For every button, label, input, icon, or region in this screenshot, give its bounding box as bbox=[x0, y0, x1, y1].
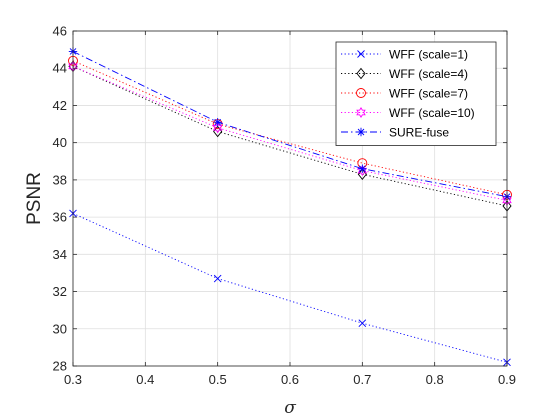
x-tick-label: 0.9 bbox=[498, 372, 516, 387]
data-point-marker bbox=[213, 117, 222, 127]
y-tick-label: 36 bbox=[53, 210, 67, 225]
y-tick-label: 34 bbox=[53, 247, 67, 262]
legend-swatch-marker bbox=[356, 67, 366, 80]
y-tick-label: 40 bbox=[53, 135, 67, 150]
x-tick-label: 0.4 bbox=[136, 372, 154, 387]
y-axis-label: PSNR bbox=[24, 172, 45, 225]
y-tick-label: 44 bbox=[53, 61, 67, 76]
data-point-marker bbox=[358, 319, 367, 328]
series-line-3 bbox=[72, 60, 508, 196]
data-point-marker bbox=[213, 274, 222, 283]
legend-swatch-marker bbox=[356, 127, 366, 137]
legend: WFF (scale=1) WFF (scale=4) WFF (scale=7) W… bbox=[335, 41, 497, 146]
x-tick-label: 0.6 bbox=[281, 372, 299, 387]
y-tick-label: 46 bbox=[53, 24, 67, 39]
x-axis-label: σ bbox=[284, 398, 296, 418]
legend-label: WFF (scale=1) bbox=[389, 47, 468, 61]
series-line-4 bbox=[72, 65, 508, 201]
legend-label: WFF (scale=10) bbox=[389, 106, 475, 120]
legend-item: WFF (scale=10) bbox=[341, 106, 475, 120]
legend-item: WFF (scale=7) bbox=[341, 86, 468, 100]
x-tick-label: 0.8 bbox=[426, 372, 444, 387]
x-tick-label: 0.7 bbox=[353, 372, 371, 387]
series-line-2 bbox=[72, 65, 508, 207]
data-point-marker bbox=[358, 164, 367, 173]
y-tick-label: 38 bbox=[53, 172, 67, 187]
axis-ticks: 0.3 0.4 0.5 0.6 0.7 0.8 0.9 28 30 32 34 36 38 40 42 44 4… bbox=[53, 24, 517, 388]
series-line-5 bbox=[72, 51, 508, 198]
legend-item: WFF (scale=1) bbox=[341, 47, 468, 61]
series-line-1 bbox=[72, 212, 508, 363]
legend-swatch-marker bbox=[357, 50, 365, 58]
legend-item: WFF (scale=4) bbox=[341, 67, 468, 81]
y-tick-label: 42 bbox=[53, 98, 67, 113]
x-tick-label: 0.3 bbox=[64, 372, 82, 387]
legend-label: SURE-fuse bbox=[389, 125, 449, 139]
legend-swatch-marker bbox=[356, 107, 366, 118]
data-point-marker bbox=[212, 122, 223, 134]
legend-label: WFF (scale=7) bbox=[389, 86, 468, 100]
legend-item: SURE-fuse bbox=[341, 125, 449, 139]
legend-swatch-marker bbox=[356, 88, 366, 98]
y-tick-label: 30 bbox=[53, 321, 67, 336]
x-tick-label: 0.5 bbox=[209, 372, 227, 387]
legend-box bbox=[335, 41, 497, 146]
y-tick-label: 32 bbox=[53, 284, 67, 299]
y-tick-label: 28 bbox=[53, 359, 67, 374]
legend-label: WFF (scale=4) bbox=[389, 67, 468, 81]
